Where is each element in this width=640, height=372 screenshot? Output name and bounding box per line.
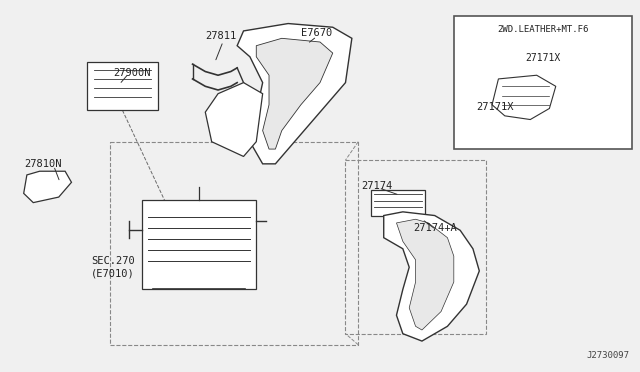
- Polygon shape: [492, 75, 556, 119]
- Text: 27171X: 27171X: [477, 102, 514, 112]
- Polygon shape: [205, 83, 262, 157]
- Text: E7670: E7670: [301, 28, 332, 38]
- Polygon shape: [396, 219, 454, 330]
- Text: SEC.270
(E7010): SEC.270 (E7010): [91, 256, 135, 278]
- Text: 27900N: 27900N: [113, 68, 151, 78]
- Polygon shape: [88, 62, 157, 110]
- Polygon shape: [384, 212, 479, 341]
- Text: 27811: 27811: [205, 32, 237, 41]
- Text: 27810N: 27810N: [24, 159, 61, 169]
- Polygon shape: [141, 200, 256, 289]
- Polygon shape: [237, 23, 352, 164]
- Polygon shape: [371, 190, 425, 215]
- Text: 27174+A: 27174+A: [413, 224, 456, 234]
- Text: 27174: 27174: [362, 181, 393, 191]
- Bar: [454, 16, 632, 149]
- Text: 2WD.LEATHER+MT.F6: 2WD.LEATHER+MT.F6: [497, 25, 589, 34]
- Bar: [346, 160, 486, 334]
- Text: 27171X: 27171X: [525, 53, 561, 63]
- Text: J2730097: J2730097: [586, 350, 629, 359]
- Bar: [109, 142, 358, 345]
- Polygon shape: [24, 171, 72, 203]
- Polygon shape: [256, 38, 333, 149]
